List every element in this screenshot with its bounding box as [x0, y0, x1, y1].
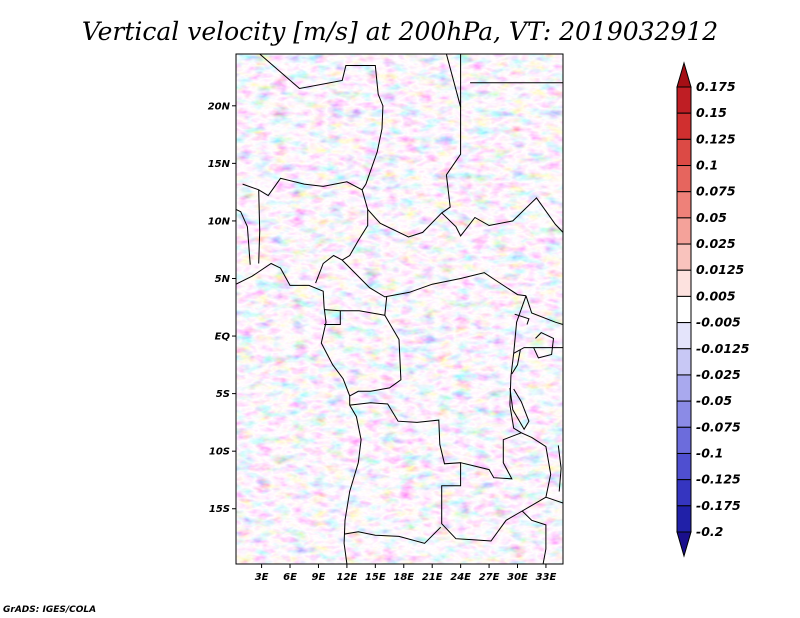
colorbar-box: [676, 400, 692, 428]
x-tick-label: 9E: [312, 572, 326, 583]
colorbar-box: [676, 217, 692, 245]
colorbar-box: [676, 165, 692, 193]
border-line: [441, 54, 462, 214]
colorbar-box: [676, 479, 692, 507]
grads-credit: GrADS: IGES/COLA: [3, 605, 96, 615]
colorbar-extend-max: [676, 61, 692, 88]
x-tick-label: 12E: [337, 572, 358, 583]
map-plot-area: [235, 53, 564, 565]
x-tick-label: 24E: [450, 572, 471, 583]
border-line: [545, 496, 563, 504]
colorbar-box: [676, 295, 692, 324]
y-tick-label: 20N: [208, 101, 231, 112]
x-tick-label: 27E: [479, 572, 500, 583]
colorbar-label: 0.125: [696, 131, 736, 146]
colorbar-label: 0.005: [696, 288, 736, 303]
x-tick-label: 21E: [422, 572, 443, 583]
border-line: [236, 262, 362, 564]
colorbar-box: [676, 269, 692, 297]
x-tick-label: 33E: [536, 572, 557, 583]
colorbar-box: [676, 374, 692, 402]
chart-title: Vertical velocity [m/s] at 200hPa, VT: 2…: [82, 17, 718, 46]
border-line: [509, 387, 530, 431]
border-line: [557, 445, 562, 492]
border-line: [511, 349, 521, 375]
colorbar-label: 0.1: [696, 158, 718, 173]
border-line: [460, 295, 527, 480]
y-tick-label: 5S: [216, 389, 230, 400]
border-line: [349, 402, 474, 541]
colorbar-box: [676, 426, 692, 454]
colorbar-extend-min: [676, 531, 692, 558]
x-tick-label: 30E: [507, 572, 528, 583]
x-tick-label: 15E: [365, 572, 386, 583]
border-line: [344, 526, 442, 544]
colorbar-label: -0.125: [696, 472, 741, 487]
border-line: [349, 315, 402, 397]
x-tick-label: 3E: [255, 572, 269, 583]
border-line: [324, 310, 341, 325]
colorbar-label: 0.075: [696, 184, 736, 199]
border-line: [521, 510, 547, 564]
colorbar-box: [676, 138, 692, 167]
colorbar-label: -0.175: [696, 498, 741, 513]
colorbar-label: -0.005: [696, 315, 741, 330]
x-tick-label: 6E: [283, 572, 297, 583]
border-line: [533, 331, 555, 359]
border-line: [236, 208, 251, 265]
colorbar-label: 0.0125: [696, 262, 745, 277]
x-axis: 3E 6E 9E 12E 15E 18E 21E 24E 27E 30E 33E: [255, 564, 557, 583]
x-tick-label: 18E: [393, 572, 414, 583]
colorbar-box: [676, 86, 692, 114]
colorbar-label: -0.2: [696, 524, 723, 539]
y-tick-label: EQ: [215, 332, 231, 343]
map-field: [236, 54, 563, 564]
colorbar-box: [676, 322, 692, 350]
colorbar-box: [676, 348, 692, 376]
colorbar-label: -0.025: [696, 367, 741, 382]
border-line: [513, 347, 563, 354]
colorbar-label: 0.15: [696, 105, 727, 120]
border-line: [324, 296, 388, 316]
colorbar-label: 0.025: [696, 236, 736, 251]
country-borders: [236, 54, 563, 564]
colorbar-label: -0.0125: [696, 341, 750, 356]
y-tick-label: 15N: [208, 159, 231, 170]
map-frame: [235, 53, 564, 565]
colorbar-box: [676, 452, 692, 481]
y-tick-label: 15S: [209, 504, 230, 515]
border-line: [258, 189, 261, 264]
colorbar: 0.175 0.15 0.125 0.1 0.075 0.05 0.025 0.0125 0.0…: [676, 61, 750, 558]
colorbar-label: -0.075: [696, 419, 741, 434]
border-line: [341, 259, 527, 298]
y-tick-label: 10N: [208, 216, 231, 227]
colorbar-label: 0.175: [696, 79, 736, 94]
colorbar-box: [676, 243, 692, 271]
border-line: [514, 313, 530, 325]
y-tick-label: 10S: [209, 447, 230, 458]
y-axis: 20N 15N 10N 5N EQ 5S 10S 15S: [208, 101, 236, 515]
colorbar-label: -0.1: [696, 445, 723, 460]
colorbar-label: -0.05: [696, 393, 732, 408]
colorbar-box: [676, 505, 692, 533]
y-tick-label: 5N: [215, 274, 231, 285]
colorbar-box: [676, 191, 692, 219]
colorbar-label: 0.05: [696, 210, 727, 225]
border-line: [367, 197, 563, 238]
border-line: [242, 177, 363, 197]
colorbar-box: [676, 112, 692, 140]
border-line: [525, 295, 563, 325]
